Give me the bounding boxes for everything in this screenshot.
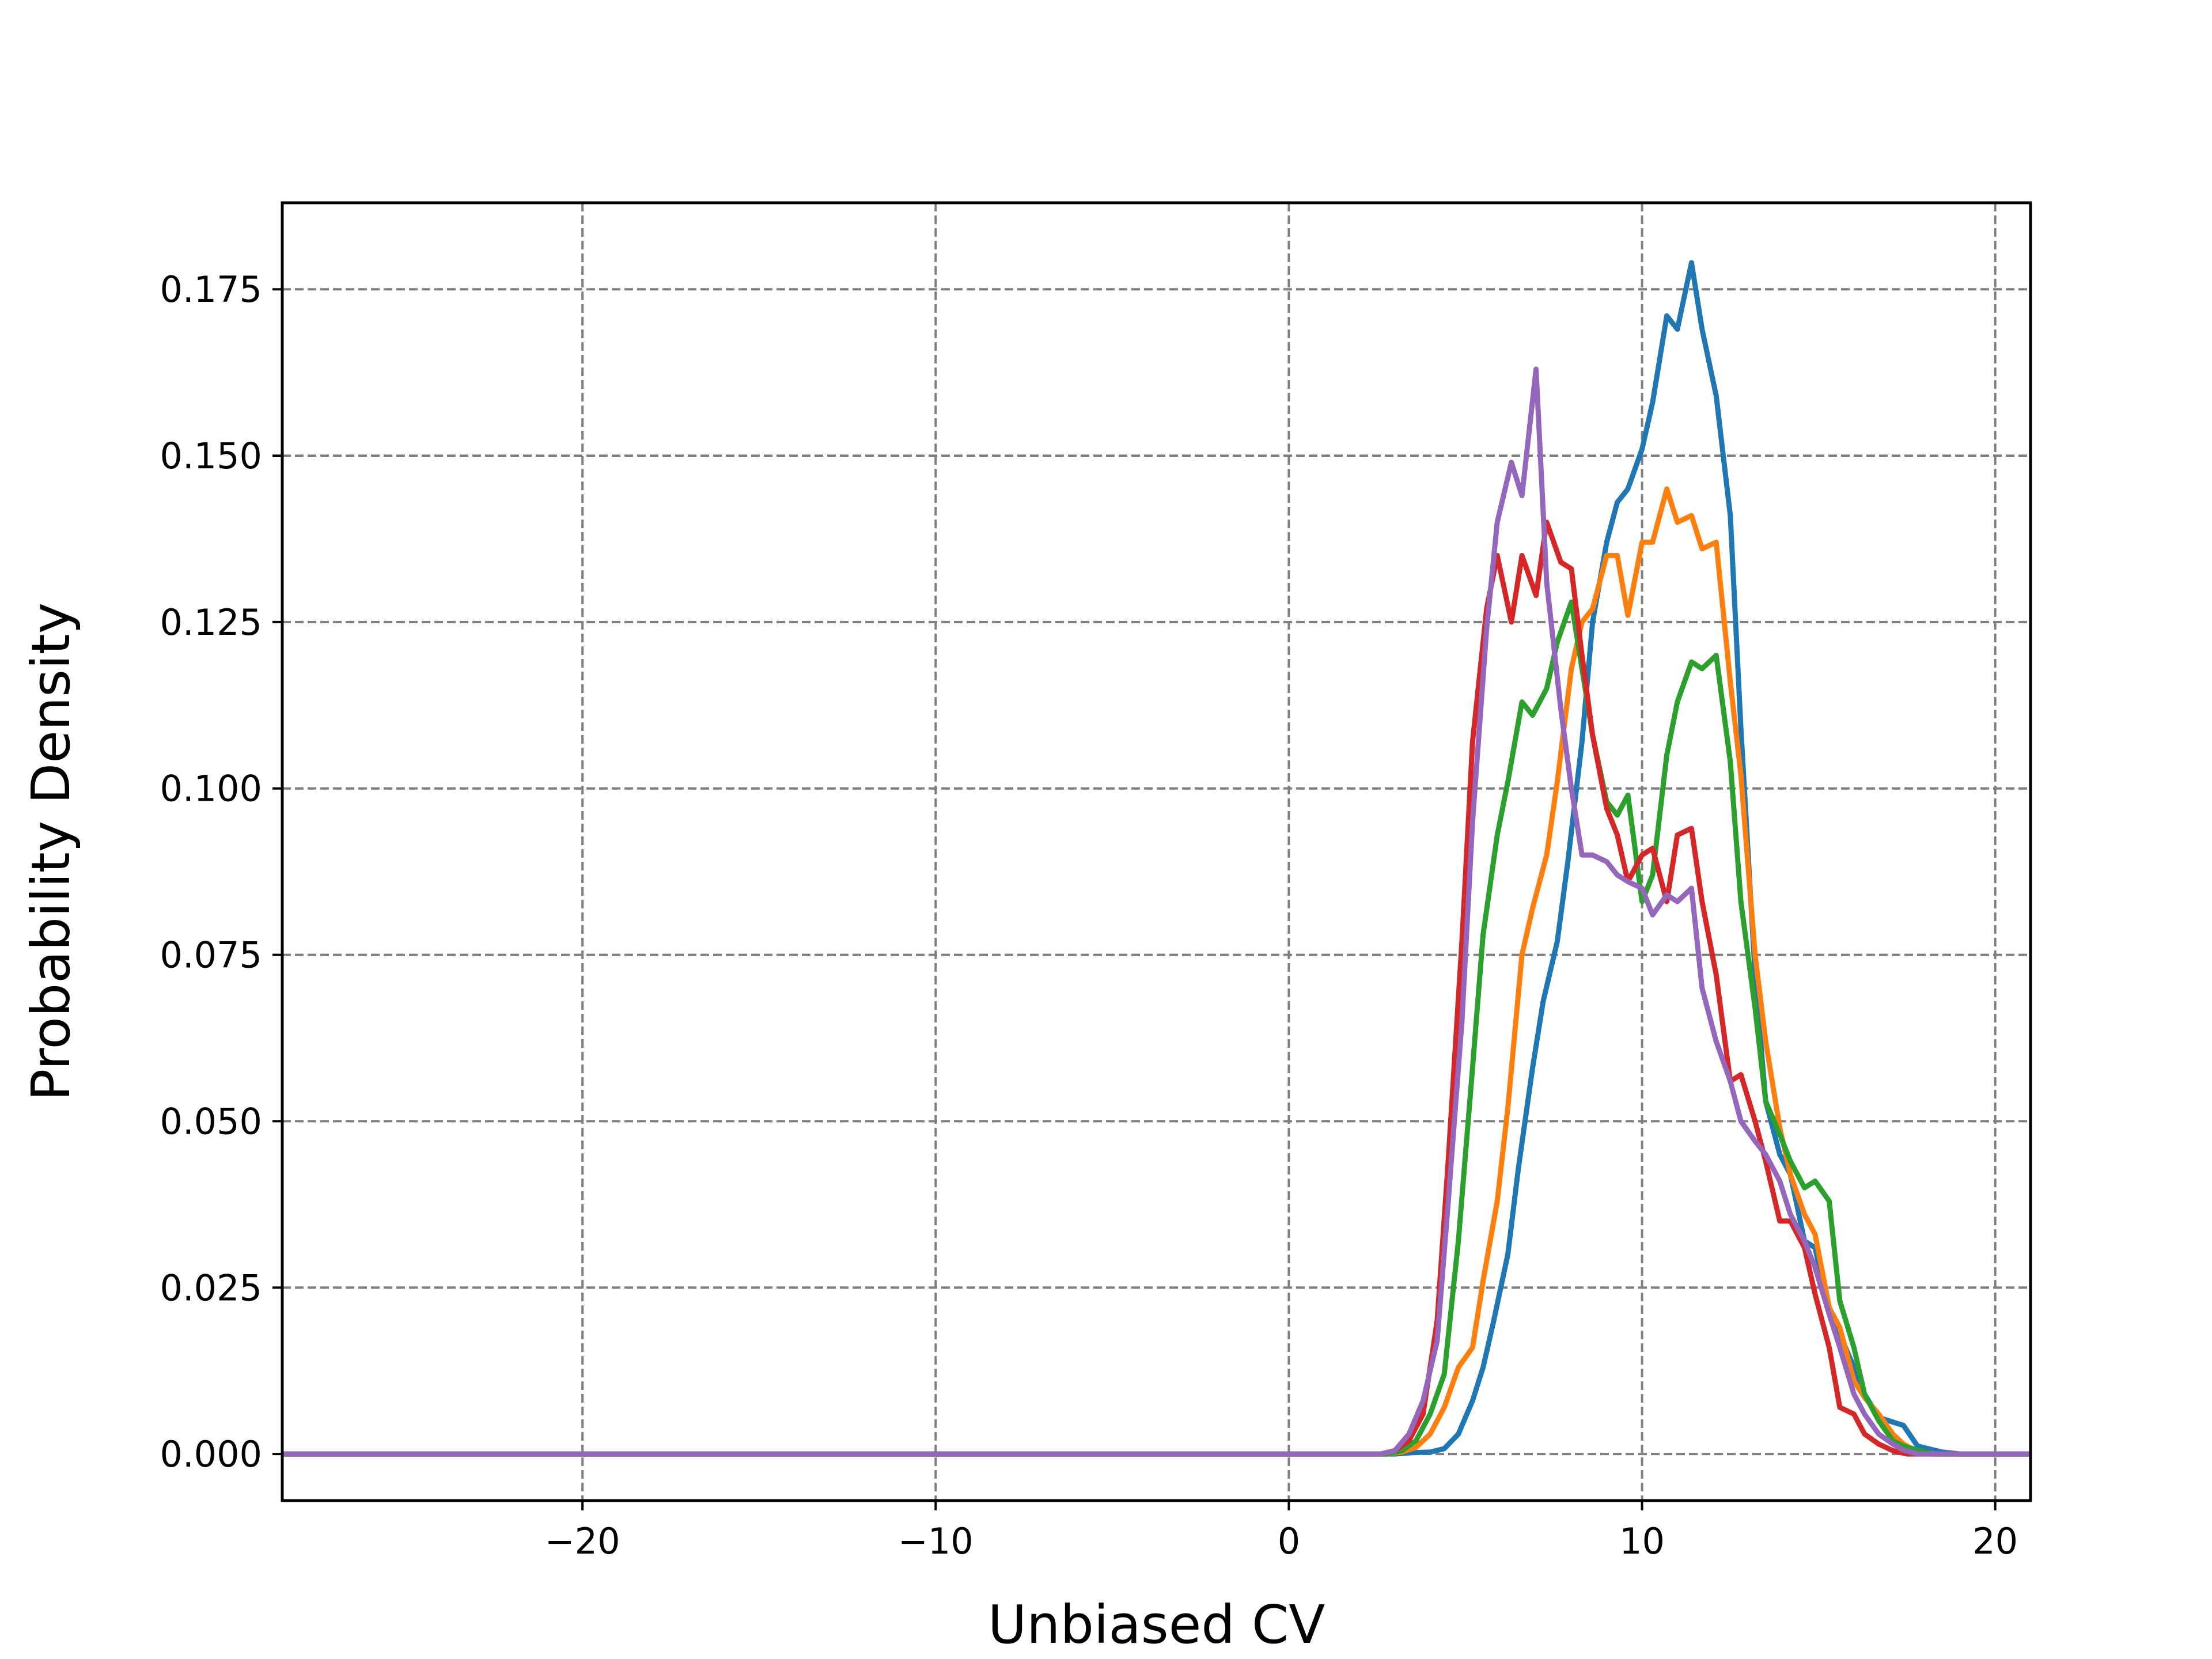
y-tick-label: 0.150 — [160, 435, 263, 477]
series-line-2 — [282, 486, 2031, 1457]
series-lines — [282, 260, 2031, 1457]
y-tick-label: 0.025 — [160, 1267, 263, 1309]
x-tick-label: −10 — [898, 1520, 974, 1562]
y-tick-label: 0.075 — [160, 934, 263, 976]
x-tick-label: −20 — [545, 1520, 620, 1562]
x-tick-label: 20 — [1972, 1520, 2018, 1562]
y-tick-label: 0.100 — [160, 768, 263, 810]
y-tick-label: 0.175 — [160, 268, 263, 310]
y-axis-title: Probability Density — [20, 603, 82, 1101]
plot-frame — [281, 201, 2032, 1502]
x-tick-label: 0 — [1278, 1520, 1300, 1562]
series-line-5 — [282, 366, 2031, 1457]
series-line-3 — [282, 599, 2031, 1457]
y-tick-label: 0.050 — [160, 1100, 263, 1142]
axis-ticks: −20 −10 0 10 20 0.000 0.025 0.050 0.075 0.100 0.12… — [160, 268, 2018, 1562]
x-tick-label: 10 — [1619, 1520, 1665, 1562]
y-tick-label: 0.000 — [160, 1433, 263, 1475]
series-line-4 — [282, 520, 2031, 1457]
x-axis-title: Unbiased CV — [988, 1594, 1325, 1656]
grid — [282, 203, 2031, 1501]
y-tick-label: 0.125 — [160, 601, 263, 643]
